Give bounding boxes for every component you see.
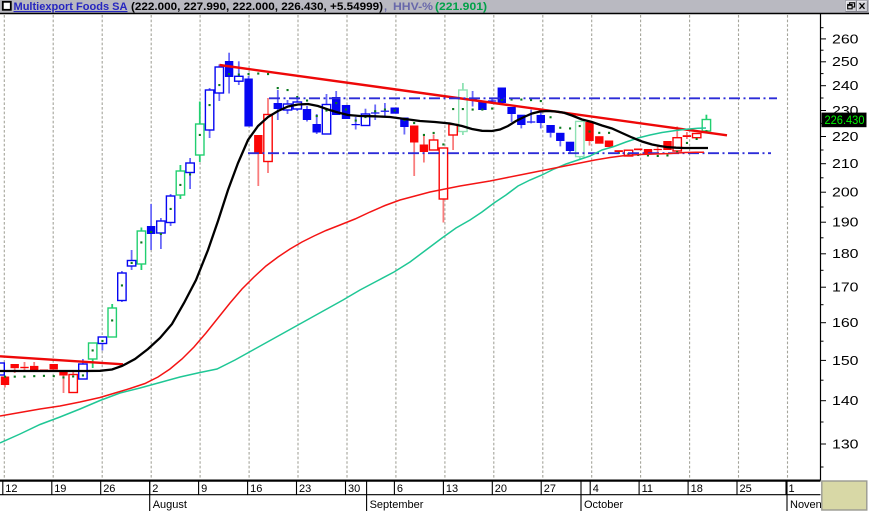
svg-text:September: September <box>370 499 424 511</box>
svg-text:240: 240 <box>832 79 859 93</box>
svg-text:20: 20 <box>495 483 507 495</box>
svg-text:6: 6 <box>397 483 403 495</box>
svg-text:190: 190 <box>832 216 859 230</box>
svg-text:18: 18 <box>691 483 703 495</box>
svg-text:226.430: 226.430 <box>825 115 865 127</box>
svg-text:210: 210 <box>832 157 859 171</box>
svg-text:220: 220 <box>832 130 859 144</box>
svg-text:160: 160 <box>832 316 859 330</box>
svg-text:180: 180 <box>832 247 859 261</box>
svg-text:(221.901): (221.901) <box>435 1 487 13</box>
svg-text:27: 27 <box>544 483 556 495</box>
svg-text:October: October <box>584 499 623 511</box>
svg-text:250: 250 <box>832 55 859 69</box>
svg-text:11: 11 <box>642 483 653 495</box>
svg-text:260: 260 <box>832 32 859 46</box>
svg-text:Noven: Noven <box>790 499 822 511</box>
svg-text:130: 130 <box>832 437 859 451</box>
svg-text:23: 23 <box>299 483 311 495</box>
svg-text:2: 2 <box>152 483 158 495</box>
svg-text:Multiexport Foods SA: Multiexport Foods SA <box>14 1 128 13</box>
svg-text:August: August <box>153 499 187 511</box>
svg-text:26: 26 <box>103 483 115 495</box>
svg-text:140: 140 <box>832 394 859 408</box>
svg-text:9: 9 <box>201 483 207 495</box>
svg-text:16: 16 <box>250 483 262 495</box>
svg-text:19: 19 <box>54 483 66 495</box>
svg-text:4: 4 <box>593 483 599 495</box>
svg-text:,: , <box>384 1 387 13</box>
svg-text:170: 170 <box>832 281 859 295</box>
svg-text:(222.000, 227.990, 222.000, 22: (222.000, 227.990, 222.000, 226.430, +5.… <box>131 1 383 13</box>
svg-text:200: 200 <box>832 186 859 200</box>
svg-text:150: 150 <box>832 354 859 368</box>
svg-text:HHV-%: HHV-% <box>393 1 433 13</box>
svg-text:1: 1 <box>789 483 795 495</box>
svg-text:25: 25 <box>740 483 752 495</box>
svg-text:12: 12 <box>5 483 17 495</box>
svg-text:30: 30 <box>348 483 360 495</box>
svg-text:13: 13 <box>446 483 458 495</box>
